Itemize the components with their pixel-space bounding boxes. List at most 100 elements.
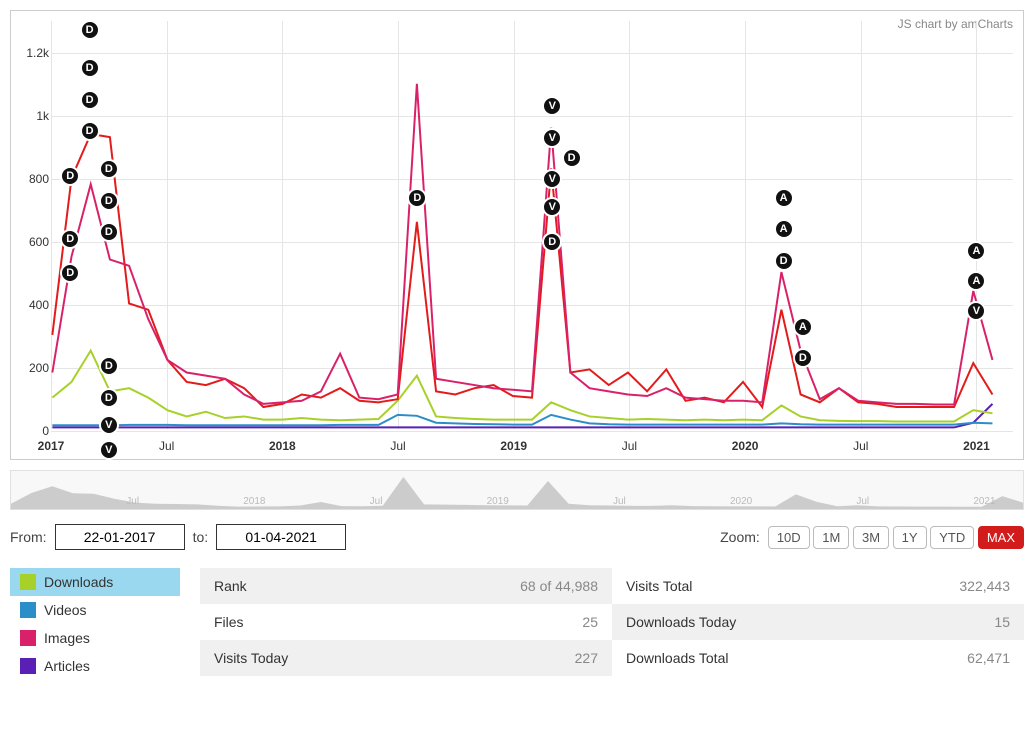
legend-swatch — [20, 658, 36, 674]
event-bullet-d[interactable]: D — [407, 188, 427, 208]
scrollbar-label: Jul — [126, 496, 139, 507]
scrollbar-label: 2021 — [973, 496, 995, 507]
stat-row: Visits Total 322,443 — [612, 568, 1024, 604]
main-chart[interactable]: JS chart by amCharts 02004006008001k1.2k… — [10, 10, 1024, 460]
legend-item-images[interactable]: Images — [10, 624, 180, 652]
stat-key: Visits Total — [626, 578, 692, 594]
chart-lines — [51, 21, 1013, 429]
x-tick-label: 2021 — [963, 439, 990, 453]
event-bullet-a[interactable]: A — [966, 241, 986, 261]
event-bullet-a[interactable]: A — [966, 271, 986, 291]
stat-value: 227 — [575, 650, 598, 666]
event-bullet-d[interactable]: D — [60, 229, 80, 249]
event-bullet-v[interactable]: V — [542, 197, 562, 217]
legend-item-articles[interactable]: Articles — [10, 652, 180, 680]
stat-value: 15 — [994, 614, 1010, 630]
x-tick-label: Jul — [159, 439, 174, 453]
legend-item-downloads[interactable]: Downloads — [10, 568, 180, 596]
zoom-button-ytd[interactable]: YTD — [930, 526, 974, 549]
x-tick-label: Jul — [622, 439, 637, 453]
zoom-button-3m[interactable]: 3M — [853, 526, 889, 549]
legend-label: Downloads — [44, 574, 113, 590]
legend-label: Videos — [44, 602, 87, 618]
to-date-input[interactable] — [216, 524, 346, 550]
from-label: From: — [10, 529, 47, 545]
stat-value: 62,471 — [967, 650, 1010, 666]
stat-row: Rank 68 of 44,988 — [200, 568, 612, 604]
scrollbar-label: Jul — [613, 496, 626, 507]
stat-row: Files 25 — [200, 604, 612, 640]
zoom-button-10d[interactable]: 10D — [768, 526, 810, 549]
event-bullet-v[interactable]: V — [99, 415, 119, 435]
stat-key: Downloads Today — [626, 614, 736, 630]
event-bullet-d[interactable]: D — [80, 121, 100, 141]
event-bullet-d[interactable]: D — [793, 348, 813, 368]
legend-swatch — [20, 602, 36, 618]
y-tick-label: 400 — [11, 298, 49, 312]
y-tick-label: 0 — [11, 424, 49, 438]
stat-row: Downloads Today 15 — [612, 604, 1024, 640]
x-tick-label: Jul — [853, 439, 868, 453]
event-bullet-d[interactable]: D — [80, 20, 100, 40]
scrollbar-label: 2020 — [730, 496, 752, 507]
y-tick-label: 1.2k — [11, 46, 49, 60]
event-bullet-d[interactable]: D — [99, 222, 119, 242]
controls-row: From: to: Zoom: 10D 1M 3M 1Y YTD MAX — [10, 524, 1024, 550]
event-bullet-a[interactable]: A — [774, 219, 794, 239]
scrollbar-label: 2018 — [243, 496, 265, 507]
stat-value: 68 of 44,988 — [520, 578, 598, 594]
event-bullet-d[interactable]: D — [99, 356, 119, 376]
scrollbar-label: Jul — [856, 496, 869, 507]
y-tick-label: 200 — [11, 361, 49, 375]
x-tick-label: 2017 — [38, 439, 65, 453]
legend-swatch — [20, 630, 36, 646]
event-bullet-a[interactable]: A — [793, 317, 813, 337]
stat-value: 25 — [582, 614, 598, 630]
event-bullet-d[interactable]: D — [562, 148, 582, 168]
stat-value: 322,443 — [959, 578, 1010, 594]
y-tick-label: 1k — [11, 109, 49, 123]
to-label: to: — [193, 529, 209, 545]
stat-key: Visits Today — [214, 650, 288, 666]
zoom-button-1y[interactable]: 1Y — [893, 526, 927, 549]
stat-key: Downloads Total — [626, 650, 728, 666]
legend-label: Images — [44, 630, 90, 646]
x-tick-label: Jul — [390, 439, 405, 453]
x-tick-label: 2019 — [500, 439, 527, 453]
event-bullet-v[interactable]: V — [542, 169, 562, 189]
event-bullet-a[interactable]: A — [774, 188, 794, 208]
stat-row: Downloads Total 62,471 — [612, 640, 1024, 676]
legend-label: Articles — [44, 658, 90, 674]
from-date-input[interactable] — [55, 524, 185, 550]
stat-row: Visits Today 227 — [200, 640, 612, 676]
event-bullet-v[interactable]: V — [966, 301, 986, 321]
event-bullet-d[interactable]: D — [99, 191, 119, 211]
legend: Downloads Videos Images Articles — [10, 568, 180, 680]
x-tick-label: 2020 — [732, 439, 759, 453]
x-tick-label: 2018 — [269, 439, 296, 453]
zoom-button-1m[interactable]: 1M — [813, 526, 849, 549]
y-tick-label: 600 — [11, 235, 49, 249]
legend-swatch — [20, 574, 36, 590]
scrollbar-label: 2019 — [487, 496, 509, 507]
stat-key: Files — [214, 614, 244, 630]
legend-item-videos[interactable]: Videos — [10, 596, 180, 624]
event-bullet-v[interactable]: V — [99, 440, 119, 460]
stats-grid: Rank 68 of 44,988 Files 25 Visits Today 227 V… — [200, 568, 1024, 680]
event-bullet-d[interactable]: D — [99, 388, 119, 408]
zoom-button-max[interactable]: MAX — [978, 526, 1024, 549]
event-bullet-v[interactable]: V — [542, 128, 562, 148]
event-bullet-d[interactable]: D — [99, 159, 119, 179]
event-bullet-d[interactable]: D — [80, 58, 100, 78]
chart-scrollbar[interactable]: Jul 2018 Jul 2019 Jul 2020 Jul 2021 — [10, 470, 1024, 510]
event-bullet-d[interactable]: D — [60, 263, 80, 283]
y-tick-label: 800 — [11, 172, 49, 186]
event-bullet-d[interactable]: D — [774, 251, 794, 271]
scrollbar-label: Jul — [370, 496, 383, 507]
stat-key: Rank — [214, 578, 247, 594]
event-bullet-d[interactable]: D — [542, 232, 562, 252]
event-bullet-d[interactable]: D — [80, 90, 100, 110]
event-bullet-d[interactable]: D — [60, 166, 80, 186]
zoom-label: Zoom: — [720, 529, 760, 545]
event-bullet-v[interactable]: V — [542, 96, 562, 116]
